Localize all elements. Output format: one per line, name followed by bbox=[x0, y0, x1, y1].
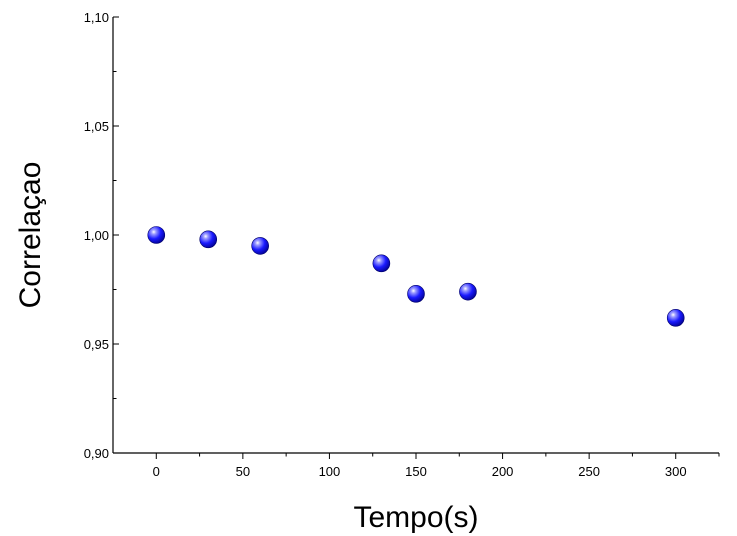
data-point bbox=[459, 282, 477, 301]
x-tick-label: 0 bbox=[153, 464, 160, 479]
plot-area: 0,90 0,95 1,00 1,05 1,10 0 50 100 150 200 250 300 bbox=[84, 10, 720, 479]
data-point bbox=[147, 226, 166, 244]
x-tick-label: 250 bbox=[578, 464, 600, 479]
data-point bbox=[407, 285, 425, 303]
data-point bbox=[251, 237, 269, 255]
data-point bbox=[199, 230, 218, 249]
y-tick-label: 0,95 bbox=[84, 337, 109, 352]
y-axis-title: Correlaçao bbox=[14, 162, 47, 309]
y-tick-label: 1,05 bbox=[84, 119, 109, 134]
data-point bbox=[372, 254, 391, 273]
data-point bbox=[666, 309, 685, 327]
x-tick-label: 300 bbox=[665, 464, 687, 479]
x-axis-title: Tempo(s) bbox=[353, 501, 478, 534]
x-tick-label: 50 bbox=[236, 464, 250, 479]
x-axis-ticks: 0 50 100 150 200 250 300 bbox=[153, 453, 720, 479]
y-tick-label: 1,10 bbox=[84, 10, 109, 25]
y-tick-label: 0,90 bbox=[84, 446, 109, 461]
x-tick-label: 100 bbox=[319, 464, 341, 479]
y-tick-label: 1,00 bbox=[84, 228, 109, 243]
y-axis-ticks: 0,90 0,95 1,00 1,05 1,10 bbox=[84, 10, 119, 461]
data-points bbox=[147, 226, 685, 327]
x-tick-label: 200 bbox=[492, 464, 514, 479]
x-tick-label: 150 bbox=[405, 464, 427, 479]
